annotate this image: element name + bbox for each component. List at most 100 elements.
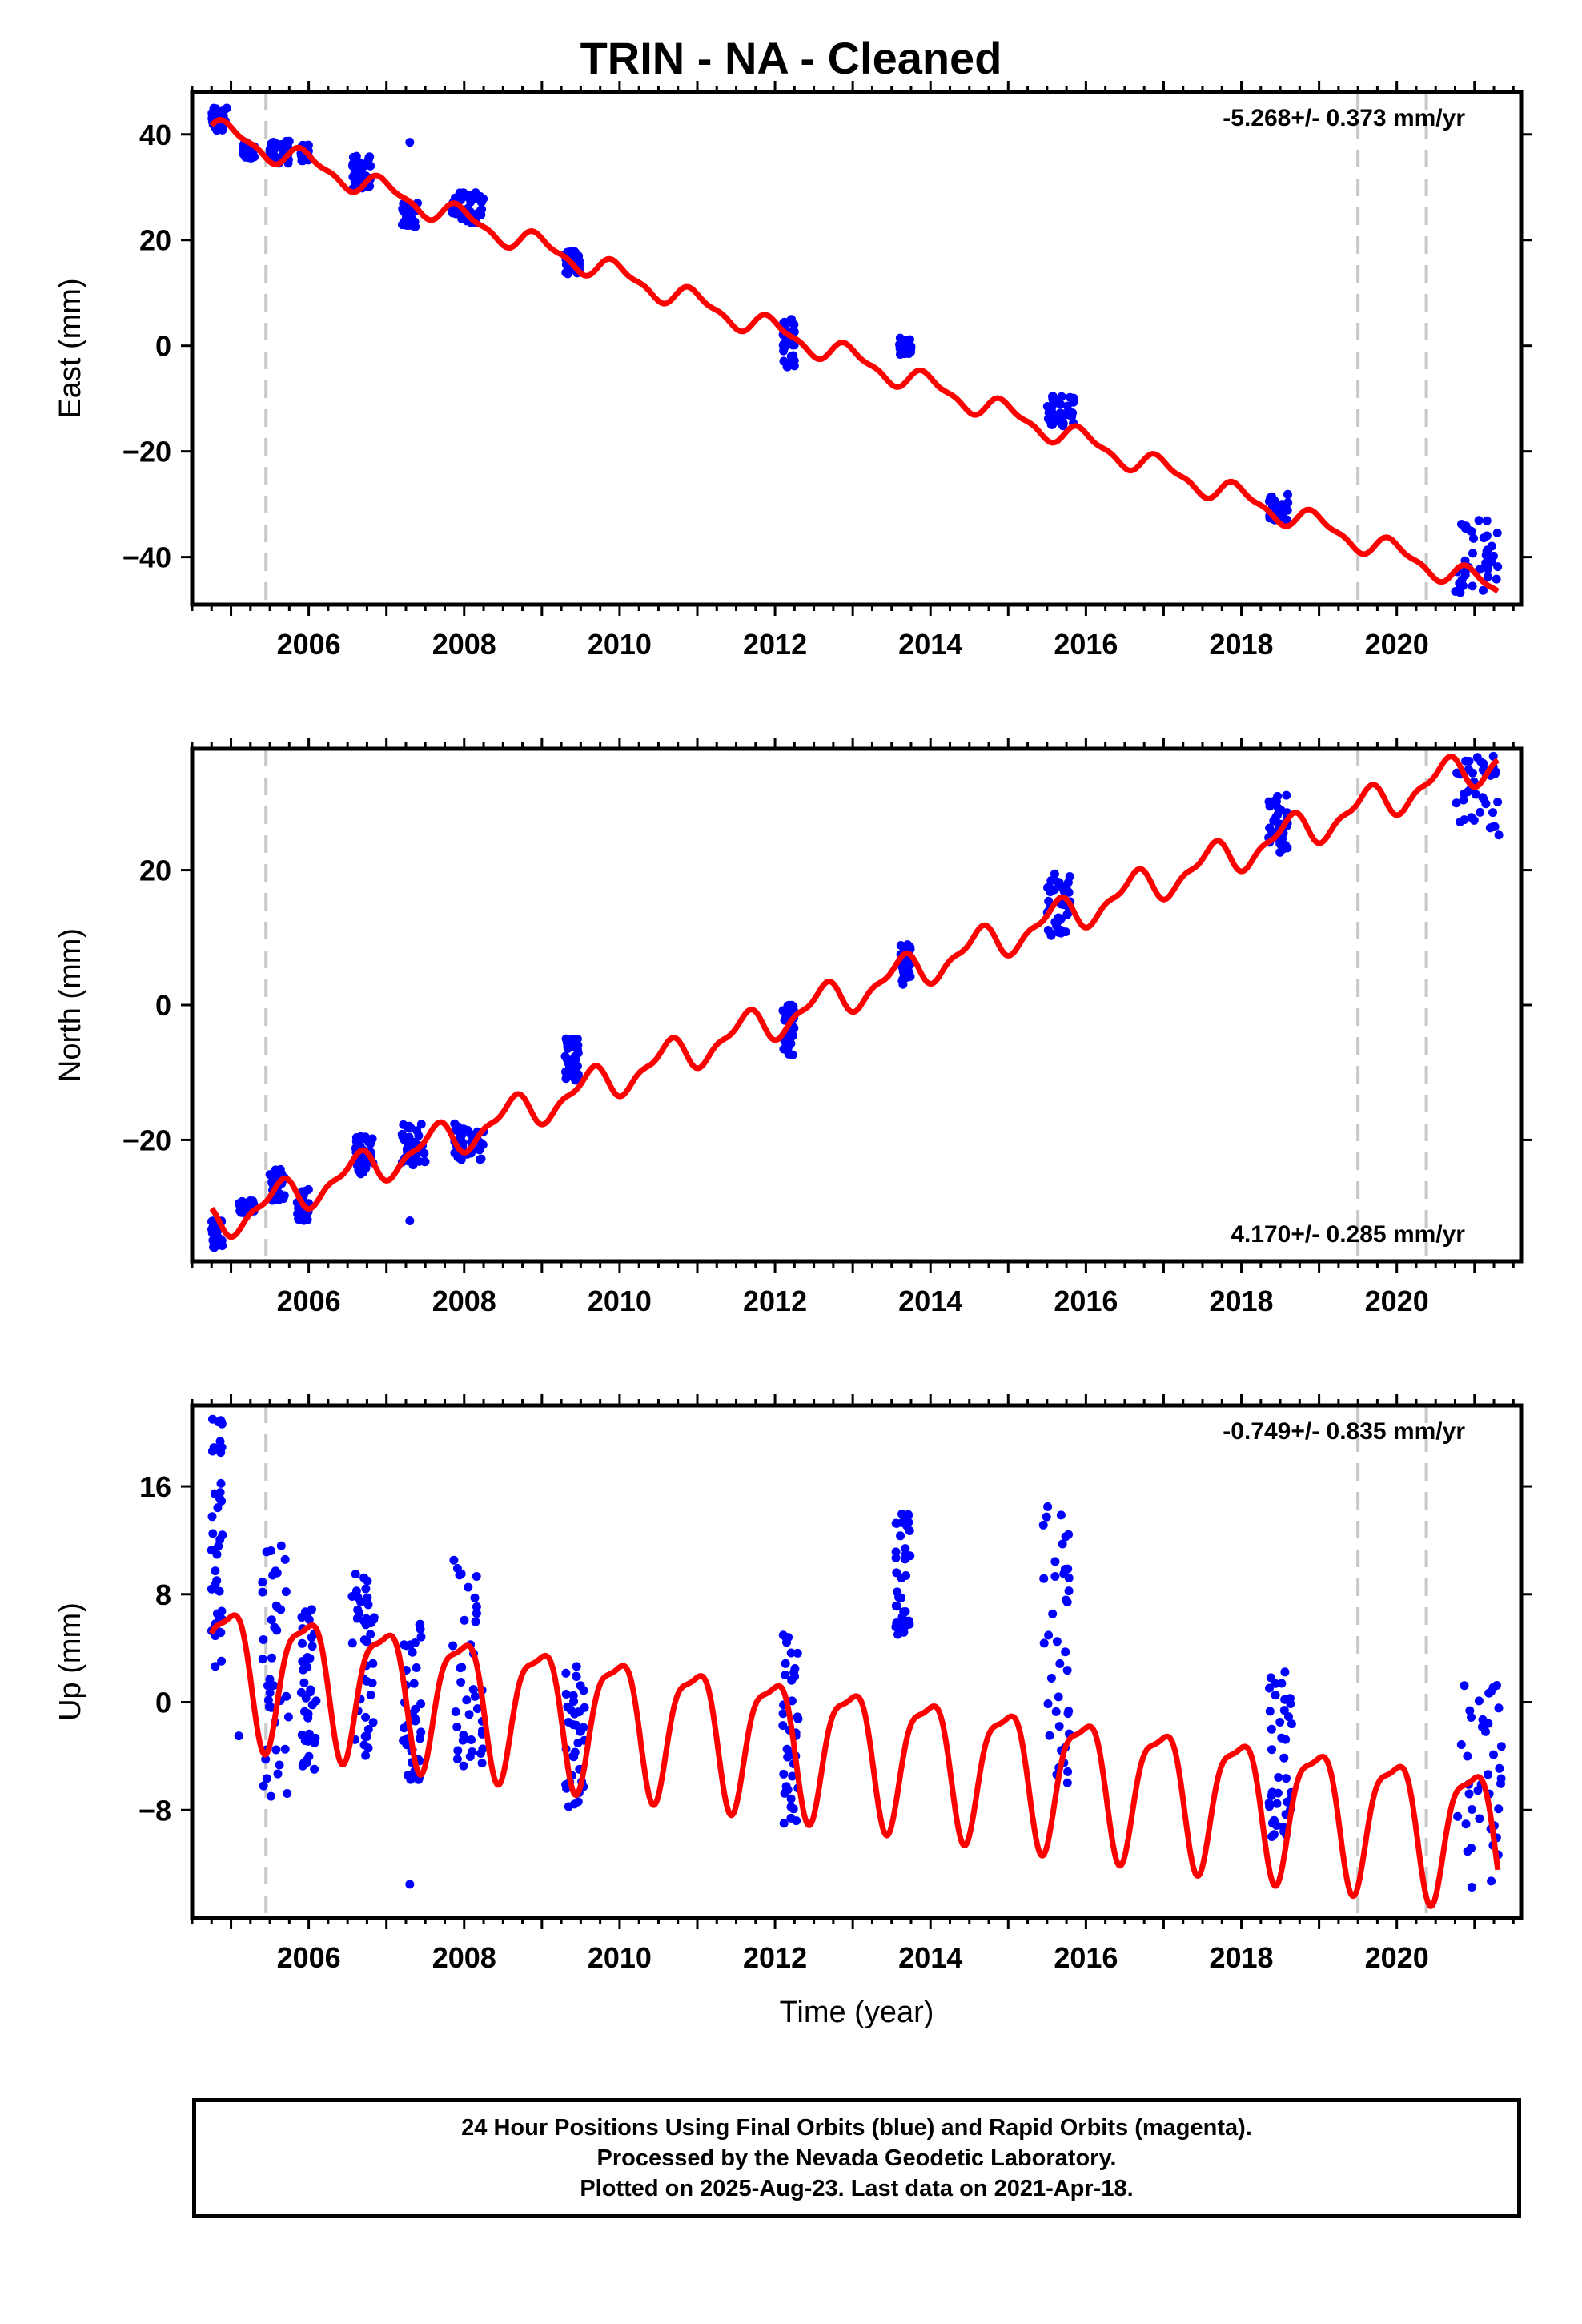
data-point [1046,1674,1056,1683]
data-point-outlier [405,138,415,147]
data-point [1267,1832,1276,1841]
x-tick-label: 2020 [1365,628,1429,661]
data-point [299,1758,309,1767]
data-point [903,1511,913,1521]
data-point [1058,1539,1067,1549]
data-point [786,1813,796,1823]
data-point [1052,1637,1062,1647]
data-point [209,1443,219,1453]
plot-frame-north [190,746,1524,1264]
data-point [363,1593,372,1602]
data-point [1484,564,1492,573]
data-point [1460,1681,1469,1691]
data-point [358,1152,367,1162]
data-point [1279,1753,1289,1763]
data-point [360,1132,370,1142]
data-point [570,1747,580,1757]
data-point [1284,1712,1293,1722]
data-point [900,336,909,346]
data-point [366,1630,375,1639]
y-tick-label: 0 [155,1687,171,1719]
data-point [561,1690,571,1699]
data-point [368,1659,378,1668]
data-point [215,1586,224,1596]
data-point [300,1707,309,1716]
data-point [899,1607,909,1617]
y-tick-label: 40 [139,119,171,151]
footer-line-2: Processed by the Nevada Geodetic Laborat… [596,2145,1117,2171]
data-point [786,1802,796,1811]
data-point [1043,1502,1053,1511]
data-point [789,1023,798,1033]
data-point [1048,392,1058,401]
data-point [456,1663,465,1673]
data-point [267,1615,276,1625]
data-point [1467,1883,1476,1892]
data-point [259,1781,268,1791]
data-point [351,154,360,163]
data-point [459,1761,468,1771]
data-point [892,1518,901,1528]
data-point [1464,1789,1474,1799]
data-point [347,1638,357,1648]
data-point [566,1042,576,1051]
y-tick-label: 20 [139,224,171,257]
y-tick-label: −40 [122,541,171,574]
data-point [1064,406,1074,416]
data-point [415,1620,424,1630]
data-point [264,1702,274,1711]
y-tick-label: 16 [139,1470,171,1503]
data-point [265,1688,275,1698]
data-point [216,1478,226,1488]
data-point [414,1131,424,1140]
data-point [786,1648,796,1658]
data-point [1265,823,1275,833]
y-tick-label: 20 [139,854,171,887]
data-point [1065,872,1074,881]
data-point [904,1518,913,1527]
data-point [456,1678,466,1687]
data-point [1481,799,1491,809]
data-point [1267,1745,1276,1755]
data-point [1478,1715,1488,1724]
data-point [451,1707,460,1716]
data-point [1461,521,1471,531]
data-point [268,1570,278,1580]
data-point [366,1691,375,1699]
data-point [1477,1722,1487,1731]
data-point [269,138,279,147]
data-point [259,1635,268,1644]
x-tick-label: 2016 [1054,1285,1118,1317]
data-point [361,1712,371,1722]
data-point [1483,572,1492,581]
data-point [363,1725,373,1734]
data-point [217,1656,227,1666]
data-point [296,1687,306,1697]
data-point [1472,753,1482,762]
data-point [274,1191,283,1200]
x-tick-label: 2020 [1365,1285,1429,1317]
data-point [296,1214,306,1224]
data-point [361,1584,371,1594]
data-point [1463,1751,1472,1761]
data-point [783,360,793,369]
data-point [281,141,291,151]
y-tick-label: −8 [139,1794,171,1827]
data-point [568,1067,577,1076]
data-point [347,1592,357,1601]
data-point [464,1582,473,1592]
data-point [1275,805,1284,814]
data-point [307,1642,317,1651]
data-point-outlier [405,1216,415,1225]
data-point [280,1744,290,1754]
data-point [1471,790,1480,799]
data-point [1266,1673,1275,1683]
data-point [263,1681,272,1691]
data-point [579,1686,588,1695]
data-point [406,1775,416,1784]
data-points-up [207,1414,1506,1892]
data-point [1265,1683,1274,1693]
data-point [365,152,375,162]
data-point [472,191,481,201]
